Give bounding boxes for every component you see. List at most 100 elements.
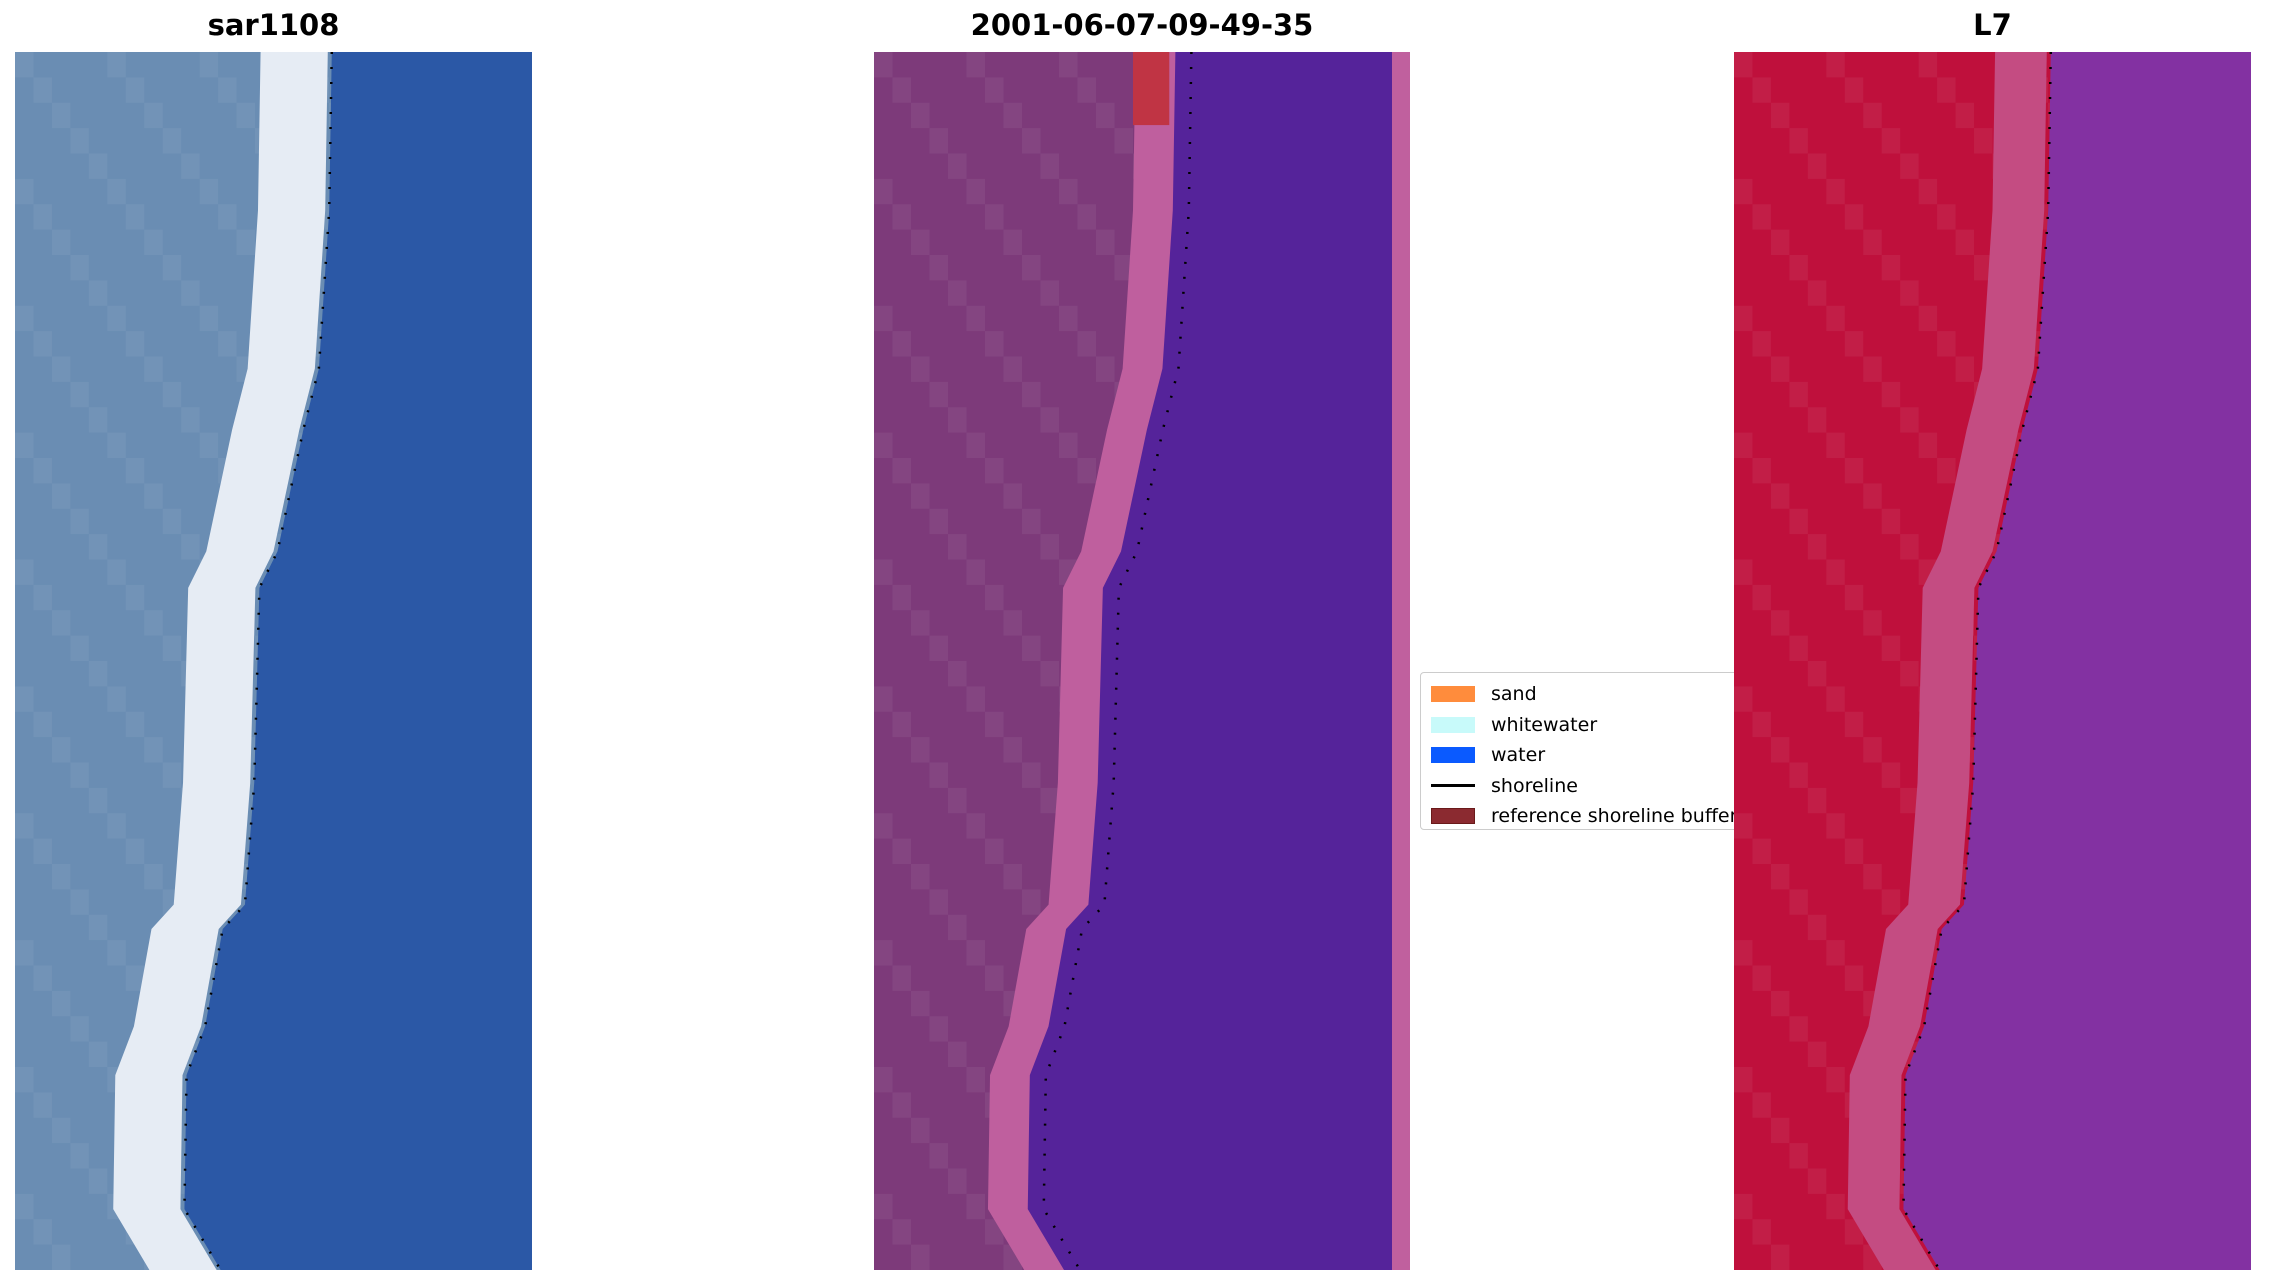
pixel — [966, 432, 985, 458]
pixel — [911, 229, 930, 255]
pixel — [15, 178, 34, 205]
pixel — [1844, 584, 1864, 611]
pixel — [1040, 280, 1059, 306]
pixel — [199, 305, 219, 332]
pixel — [1844, 838, 1864, 864]
pixel — [1807, 153, 1827, 179]
pixel — [15, 559, 34, 585]
pixel — [1807, 914, 1827, 941]
pixel — [1807, 787, 1827, 814]
legend-label: reference shoreline buffer — [1491, 805, 1738, 828]
panel-title-sar: sar1108 — [207, 8, 340, 42]
pixel — [1863, 356, 1882, 382]
pixel — [51, 483, 71, 509]
legend-item-shoreline: shoreline — [1431, 771, 1779, 802]
pixel — [1752, 1219, 1771, 1245]
pixel — [1826, 432, 1845, 458]
pixel — [966, 813, 985, 839]
classified-image-panel — [874, 52, 1410, 1270]
pixel — [1003, 864, 1022, 890]
pixel — [125, 204, 145, 230]
pixel — [929, 635, 948, 661]
pixel — [892, 838, 911, 864]
pixel — [966, 1067, 985, 1093]
pixel — [15, 940, 34, 966]
pixel — [1077, 77, 1096, 103]
pixel — [966, 940, 985, 966]
pixel — [1734, 52, 1753, 78]
pixel — [1752, 838, 1771, 864]
pixel — [874, 305, 893, 332]
pixel — [929, 762, 948, 788]
pixel — [51, 102, 71, 129]
pixel — [144, 356, 163, 382]
pixel — [107, 940, 126, 966]
pixel — [911, 1117, 930, 1144]
pixel — [1077, 458, 1096, 484]
pixel — [107, 686, 126, 712]
pixel — [911, 1244, 930, 1270]
pixel — [33, 1219, 52, 1245]
pixel — [1096, 229, 1115, 255]
pixel — [1900, 407, 1919, 433]
pixel — [15, 432, 34, 458]
pixel — [1807, 280, 1827, 306]
pixel — [1807, 661, 1827, 687]
pixel — [1826, 686, 1845, 712]
pixel — [1770, 102, 1790, 129]
pixel — [1918, 178, 1938, 205]
pixel — [1826, 1193, 1845, 1220]
pixel — [1881, 255, 1901, 281]
pixel — [1863, 610, 1882, 636]
pixel — [1770, 1244, 1790, 1270]
pixel — [948, 1041, 967, 1067]
pixel — [911, 737, 930, 763]
pixel — [70, 255, 89, 281]
pixel — [1789, 128, 1808, 154]
l7-image-panel — [1734, 52, 2251, 1270]
pixel — [144, 864, 163, 890]
pixel — [1752, 204, 1771, 230]
pixel — [51, 737, 71, 763]
pixel — [88, 661, 108, 687]
pixel — [1734, 559, 1753, 585]
pixel — [1844, 458, 1864, 484]
pixel — [1900, 153, 1919, 179]
pixel — [966, 559, 985, 585]
pixel — [1114, 255, 1133, 281]
pixel — [985, 204, 1004, 230]
pixel — [70, 381, 89, 408]
pixel — [929, 508, 948, 535]
pixel — [911, 864, 930, 890]
pixel — [125, 331, 145, 357]
pixel — [70, 1143, 89, 1169]
pixel — [1040, 534, 1059, 560]
pixel — [892, 204, 911, 230]
pixel — [948, 280, 967, 306]
pixel — [1096, 102, 1115, 129]
pixel — [88, 1168, 108, 1194]
pixel — [144, 610, 163, 636]
pixel — [15, 686, 34, 712]
pixel — [70, 128, 89, 154]
pixel — [70, 762, 89, 788]
pixel — [929, 1016, 948, 1042]
pixel — [911, 990, 930, 1017]
pixel — [929, 381, 948, 408]
pixel — [966, 686, 985, 712]
pixel — [236, 229, 256, 255]
pixel — [1844, 331, 1864, 357]
pixel — [33, 711, 52, 738]
pixel — [1789, 508, 1808, 535]
pixel — [892, 965, 911, 991]
pixel — [874, 686, 893, 712]
pixel — [1826, 1067, 1845, 1093]
pixel — [125, 584, 145, 611]
pixel — [1770, 229, 1790, 255]
pixel — [51, 610, 71, 636]
pixel — [33, 1092, 52, 1118]
image-canvas — [15, 52, 532, 1270]
pixel — [874, 559, 893, 585]
pixel — [218, 331, 237, 357]
pixel — [33, 584, 52, 611]
